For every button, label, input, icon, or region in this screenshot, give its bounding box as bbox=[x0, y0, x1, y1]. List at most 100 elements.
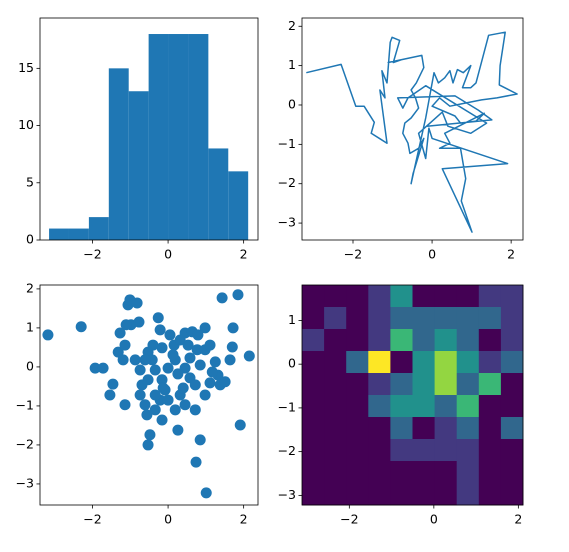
point bbox=[232, 289, 244, 301]
heat-cell bbox=[368, 417, 391, 440]
heat-cell bbox=[346, 373, 369, 396]
point bbox=[190, 456, 202, 468]
heat-cell bbox=[324, 373, 347, 396]
point bbox=[191, 344, 203, 356]
point bbox=[119, 339, 131, 351]
y-tick-label: −1 bbox=[278, 136, 296, 151]
point bbox=[184, 352, 196, 364]
heat-cell bbox=[302, 417, 325, 440]
heat-cell bbox=[324, 351, 347, 374]
heat-cell bbox=[412, 307, 435, 330]
y-tick-label: 2 bbox=[26, 280, 34, 295]
point bbox=[224, 354, 236, 366]
heat-cell bbox=[368, 373, 391, 396]
heat-cell bbox=[412, 483, 435, 506]
heat-cell bbox=[302, 395, 325, 418]
point bbox=[134, 389, 146, 401]
point bbox=[219, 376, 231, 388]
heat-cell bbox=[412, 461, 435, 484]
point bbox=[89, 362, 101, 374]
point bbox=[194, 359, 206, 371]
axes-frame bbox=[39, 17, 259, 241]
heat-cell bbox=[412, 439, 435, 462]
heat-cell bbox=[346, 351, 369, 374]
heat-cell bbox=[346, 329, 369, 352]
point bbox=[177, 382, 189, 394]
heat-cell bbox=[500, 373, 524, 396]
point bbox=[162, 394, 174, 406]
axes-frame bbox=[301, 17, 524, 241]
point bbox=[234, 419, 246, 431]
heat-cell bbox=[346, 285, 369, 308]
heat-cell bbox=[456, 461, 480, 484]
point bbox=[139, 399, 151, 411]
heat-cell bbox=[456, 329, 480, 352]
heat-cell bbox=[302, 285, 325, 308]
heat-cell bbox=[500, 483, 524, 506]
y-tick-label: −2 bbox=[278, 443, 296, 458]
point bbox=[104, 389, 116, 401]
point bbox=[149, 389, 161, 401]
y-tick-label: 10 bbox=[18, 117, 34, 132]
x-tick-label: 2 bbox=[240, 247, 248, 262]
heat-cell bbox=[390, 285, 413, 308]
axes-frame bbox=[301, 284, 524, 506]
y-tick-label: 2 bbox=[288, 18, 296, 33]
heat-cell bbox=[412, 395, 435, 418]
heat-cell bbox=[412, 373, 435, 396]
heat-cell bbox=[478, 461, 502, 484]
heat-cell bbox=[368, 351, 391, 374]
heat-cell bbox=[324, 417, 347, 440]
heat-cell bbox=[500, 285, 524, 308]
heat-cell bbox=[324, 483, 347, 506]
heat-cell bbox=[368, 483, 391, 506]
point bbox=[156, 374, 168, 386]
heat-cell bbox=[434, 373, 458, 396]
heat-cell bbox=[434, 439, 458, 462]
point bbox=[194, 434, 206, 446]
point bbox=[157, 382, 169, 394]
heat-cell bbox=[478, 285, 502, 308]
heat-cell bbox=[434, 483, 458, 506]
heat-cell bbox=[324, 307, 347, 330]
heat-cell bbox=[346, 395, 369, 418]
bar bbox=[228, 171, 249, 240]
heat-cell bbox=[478, 373, 502, 396]
heat-cell bbox=[434, 285, 458, 308]
y-tick-label: −1 bbox=[16, 397, 34, 412]
point bbox=[97, 362, 109, 374]
point bbox=[107, 378, 119, 390]
bar bbox=[88, 217, 109, 240]
point bbox=[182, 339, 194, 351]
x-tick-label: 0 bbox=[428, 247, 436, 262]
heat-cell bbox=[368, 329, 391, 352]
heat-cell bbox=[324, 395, 347, 418]
point bbox=[129, 354, 141, 366]
point bbox=[154, 324, 166, 336]
heat-cell bbox=[324, 439, 347, 462]
heat-cell bbox=[456, 373, 480, 396]
heat-cell bbox=[478, 483, 502, 506]
point bbox=[149, 404, 161, 416]
point bbox=[142, 439, 154, 451]
heat-cell bbox=[302, 373, 325, 396]
heat-cell bbox=[412, 351, 435, 374]
heat-cell bbox=[302, 439, 325, 462]
heat-cell bbox=[456, 439, 480, 462]
heat-cell bbox=[390, 439, 413, 462]
heat-cell bbox=[346, 461, 369, 484]
bar bbox=[188, 34, 209, 241]
point bbox=[119, 399, 131, 411]
x-tick-label: 0 bbox=[164, 512, 172, 527]
point bbox=[204, 377, 216, 389]
x-tick-label: −2 bbox=[340, 512, 358, 527]
point bbox=[189, 404, 201, 416]
point bbox=[139, 354, 151, 366]
point bbox=[136, 379, 148, 391]
point bbox=[152, 312, 164, 324]
heat-cell bbox=[390, 329, 413, 352]
heat-cell bbox=[346, 417, 369, 440]
heat-cell bbox=[346, 307, 369, 330]
heat-cell bbox=[434, 307, 458, 330]
heat-cell bbox=[302, 329, 325, 352]
